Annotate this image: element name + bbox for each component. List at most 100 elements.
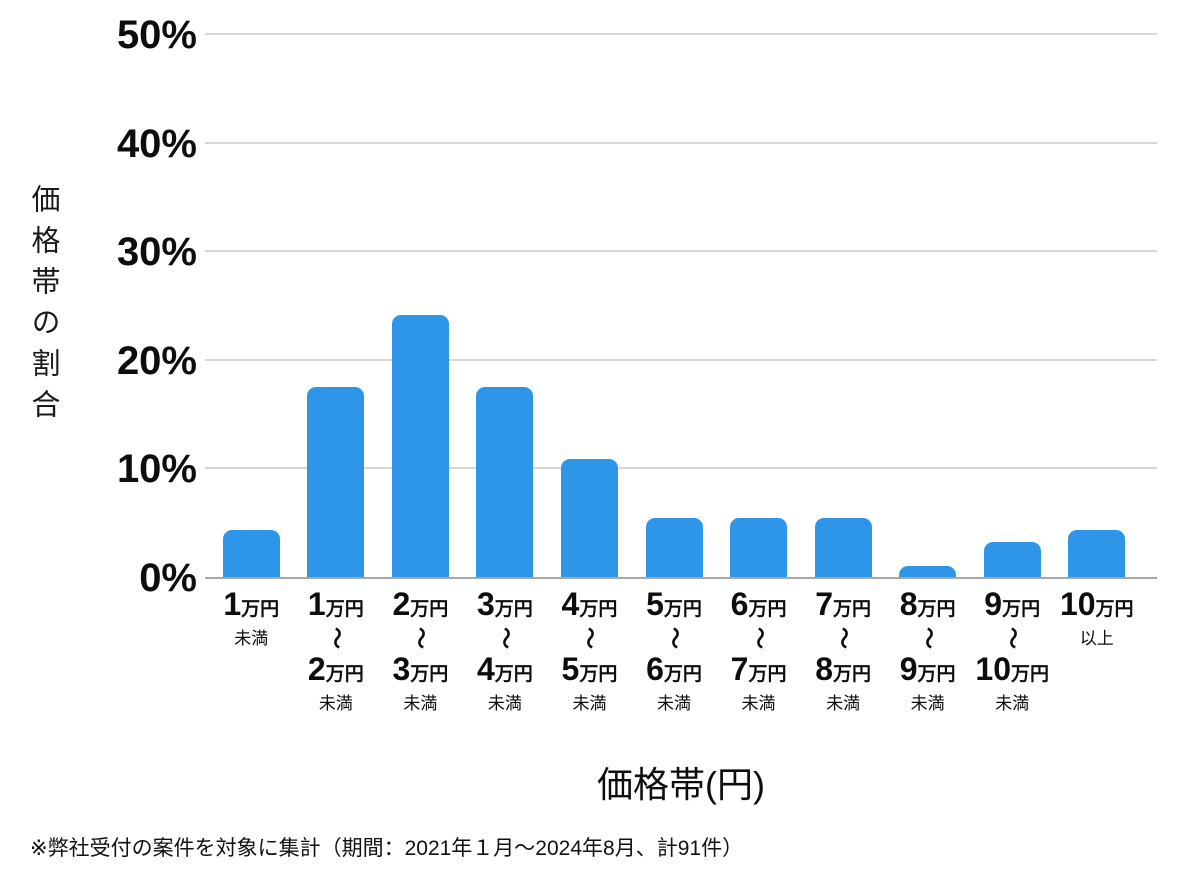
- x-category-label: 4万円〜 5万円 未満: [547, 588, 632, 716]
- bar: [730, 518, 788, 578]
- x-category-label: 1万円〜 2万円 未満: [294, 588, 379, 716]
- x-category-label: 5万円〜 6万円未満: [632, 588, 717, 716]
- x-axis-title: 価格帯(円): [597, 764, 765, 805]
- x-label-unit: 万円: [1002, 599, 1041, 620]
- bar: [645, 518, 703, 578]
- x-label-number: 8: [899, 586, 918, 622]
- x-label-number: 3: [392, 651, 411, 687]
- tilde-glyph: 〜: [323, 626, 349, 650]
- x-label-amount-row: 9万円: [885, 653, 970, 692]
- x-label-number: 3: [477, 586, 495, 622]
- x-label-number: 9: [984, 586, 1003, 622]
- x-label-number: 10: [1059, 586, 1096, 622]
- x-label-tilde-row: 〜: [801, 627, 886, 653]
- y-tick-label: 50%: [116, 13, 197, 57]
- bar: [307, 386, 365, 578]
- x-label-note-row: 未満: [487, 694, 522, 713]
- footnote: ※弊社受付の案件を対象に集計（期間：2021年１月〜2024年8月、計91件）: [30, 837, 744, 860]
- x-category-label: 7万円〜 8万円 未満: [801, 588, 886, 716]
- y-tick-label: 20%: [116, 338, 197, 383]
- x-label-unit: 万円: [579, 599, 618, 620]
- bar: [814, 518, 872, 578]
- tilde-glyph: 〜: [831, 626, 857, 650]
- x-label-unit: 万円: [410, 599, 449, 620]
- gridline: [205, 33, 1157, 35]
- x-label-amount-row: 4万円: [463, 653, 548, 692]
- x-label-tilde-row: 〜: [463, 627, 548, 653]
- bar-slot: [632, 35, 717, 578]
- x-label-number: 1: [307, 586, 326, 622]
- tilde-glyph: 〜: [662, 626, 688, 650]
- tilde-glyph: 〜: [746, 626, 772, 650]
- bar-slot: [209, 35, 294, 578]
- x-label-note-row: 以上: [1079, 629, 1114, 648]
- x-label-tilde-row: 〜: [885, 627, 970, 653]
- gridline: [205, 358, 1157, 361]
- x-label-unit: 万円: [410, 664, 449, 685]
- x-label-unit: 万円: [1095, 599, 1134, 620]
- x-label-amount-row: 6万円: [716, 588, 801, 627]
- y-tick-label: 30%: [116, 230, 197, 275]
- tilde-glyph: 〜: [1000, 626, 1026, 650]
- x-label-note-row: 未満: [234, 629, 269, 648]
- gridline: [205, 467, 1157, 470]
- x-label-number: 2: [392, 586, 411, 622]
- x-label-amount-row: 5万円: [547, 653, 632, 692]
- x-label-unit: 万円: [832, 599, 871, 620]
- x-label-amount-row: 10万円: [970, 653, 1055, 692]
- x-label-number: 1: [223, 586, 242, 622]
- x-label-unit: 万円: [241, 599, 280, 620]
- x-label-tilde-row: 〜: [632, 627, 717, 653]
- x-category-label: 8万円〜 9万円未満: [885, 588, 970, 716]
- bar: [391, 315, 449, 578]
- x-label-unit: 万円: [494, 664, 533, 685]
- x-label-note-row: 未満: [910, 694, 945, 713]
- x-label-number: 6: [730, 586, 749, 622]
- x-label-number: 2: [307, 651, 326, 687]
- x-label-amount-row: 5万円: [632, 588, 717, 627]
- x-label-amount-row: 2万円: [294, 653, 379, 692]
- x-label-amount-row: 6万円: [632, 653, 717, 692]
- bar-slot: [294, 35, 379, 578]
- x-label-unit: 万円: [579, 664, 618, 685]
- x-label-unit: 万円: [748, 664, 787, 685]
- x-label-amount-row: 1万円: [294, 588, 379, 627]
- bar-slot: [463, 35, 548, 578]
- x-label-number: 7: [815, 586, 833, 622]
- x-label-unit: 万円: [917, 599, 956, 620]
- x-label-amount-row: 1万円: [209, 588, 294, 627]
- x-label-tilde-row: 〜: [294, 627, 379, 653]
- bar: [476, 386, 534, 578]
- bar-slot: [801, 35, 886, 578]
- plot-area: [205, 33, 1157, 579]
- bar-slot: [1054, 35, 1139, 578]
- x-label-amount-row: 3万円: [463, 588, 548, 627]
- x-label-amount-row: 2万円: [378, 588, 463, 627]
- x-label-unit: 万円: [663, 599, 702, 620]
- x-axis-category-labels: 1万円 未満 1万円〜 2万円 未満 2万円〜 3万円 未満 3万円〜 4万円 未満 4万円〜 5万円未…: [205, 588, 1157, 716]
- bar: [899, 566, 957, 578]
- x-label-number: 10: [975, 651, 1011, 687]
- y-axis-tick-labels: 0% 10% 20% 30% 40% 50%: [0, 15, 197, 598]
- x-label-tilde-row: 〜: [378, 627, 463, 653]
- x-label-note-row: 未満: [318, 694, 353, 713]
- x-label-unit: 万円: [325, 664, 364, 685]
- x-category-label: 2万円〜 3万円 未満: [378, 588, 463, 716]
- gridline: [205, 141, 1157, 144]
- y-axis-title: 価格帯の割合: [27, 183, 59, 430]
- bar-slot: [378, 35, 463, 578]
- x-label-amount-row: 3万円: [378, 653, 463, 692]
- x-label-amount-row: 7万円: [716, 653, 801, 692]
- x-label-note-row: 未満: [657, 694, 691, 713]
- x-category-label: 10万円以上: [1054, 588, 1139, 716]
- tilde-glyph: 〜: [915, 626, 941, 650]
- x-category-label: 6万円〜 7万円 未満: [716, 588, 801, 716]
- bar-slot: [885, 35, 970, 578]
- y-tick-label: 0%: [139, 556, 197, 600]
- bar-slot: [716, 35, 801, 578]
- x-label-note-row: 未満: [741, 694, 776, 713]
- bar: [1068, 530, 1126, 578]
- x-label-number: 5: [561, 651, 580, 687]
- x-label-tilde-row: 〜: [970, 627, 1055, 653]
